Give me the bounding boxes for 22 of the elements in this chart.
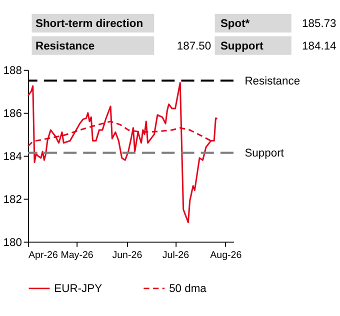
legend-label: EUR-JPY <box>54 283 103 296</box>
y-tick-label: 188 <box>3 65 22 78</box>
x-tick-label: Jun-26 <box>112 250 143 262</box>
x-tick-label: Aug-26 <box>210 250 242 262</box>
text: Spot* <box>220 18 250 30</box>
text: Resistance <box>35 40 95 52</box>
y-tick-label: 182 <box>3 194 22 206</box>
y-tick-label: 186 <box>3 108 22 120</box>
x-tick-label: May-26 <box>60 250 94 262</box>
line-series <box>27 82 218 224</box>
ref-line-label: Resistance <box>244 75 300 88</box>
x-tick-label: Apr-26 <box>28 250 58 262</box>
legend-label: 50 dma <box>169 283 208 296</box>
text: 184.14 <box>302 40 336 52</box>
ref-line-label: Support <box>244 148 285 160</box>
text: 185.73 <box>302 18 336 30</box>
text: Short-term direction <box>35 18 144 30</box>
text: Support <box>220 40 264 52</box>
text: 187.50 <box>176 40 212 52</box>
y-tick-label: 184 <box>3 151 22 164</box>
x-tick-label: Jul-26 <box>162 250 190 262</box>
y-tick-label: 180 <box>3 236 22 249</box>
